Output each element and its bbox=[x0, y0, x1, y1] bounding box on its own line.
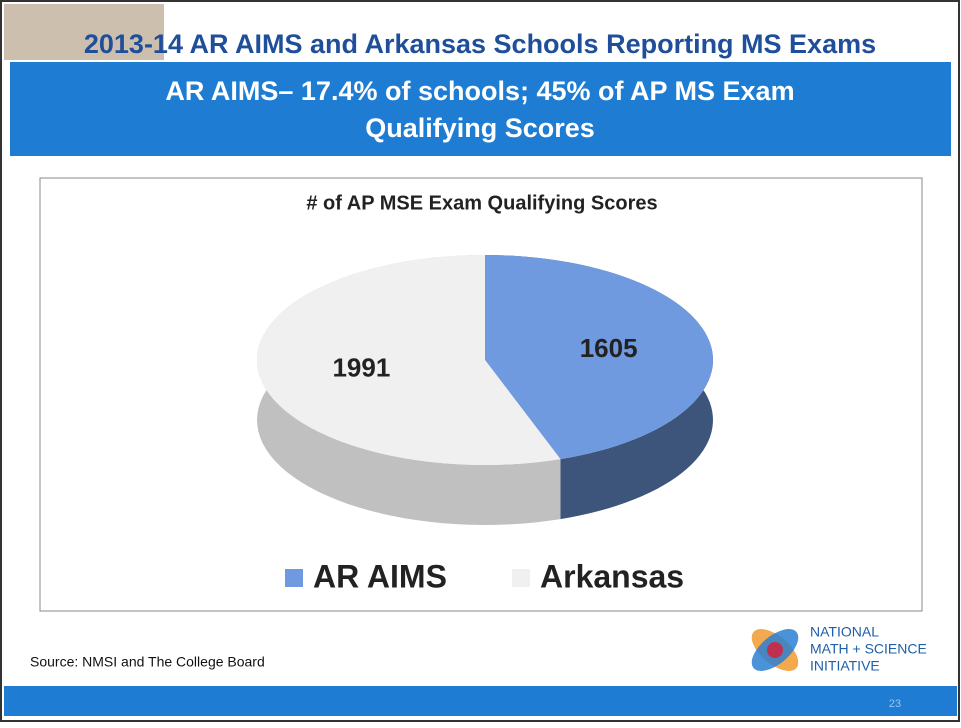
legend-swatch bbox=[512, 569, 530, 587]
chart-title: # of AP MSE Exam Qualifying Scores bbox=[306, 192, 657, 214]
data-label: 1991 bbox=[332, 353, 390, 383]
data-label: 1605 bbox=[580, 333, 638, 363]
source: Source: NMSI and The College Board bbox=[30, 654, 265, 670]
photo bbox=[4, 4, 164, 60]
logo bbox=[751, 629, 799, 671]
page-number: 23 bbox=[889, 698, 901, 710]
pie-slice bbox=[485, 255, 714, 460]
subtitle: AR AIMS– 17.4% of schools; 45% of AP MS … bbox=[165, 76, 794, 106]
pie-slice bbox=[257, 255, 561, 465]
legend-swatch bbox=[285, 569, 303, 587]
legend: AR AIMS Arkansas bbox=[285, 558, 684, 594]
logo-text: MATH + SCIENCE bbox=[810, 641, 927, 657]
legend-label: Arkansas bbox=[540, 558, 684, 594]
pie: 1605 1991 bbox=[257, 255, 714, 525]
legend-label: AR AIMS bbox=[313, 558, 447, 594]
logo-text: INITIATIVE bbox=[810, 658, 880, 674]
footer-bar bbox=[4, 686, 957, 716]
slide-title: 2013-14 AR AIMS and Arkansas Schools Rep… bbox=[84, 29, 876, 59]
logo-text: NATIONAL bbox=[810, 624, 879, 640]
subtitle-banner bbox=[10, 62, 951, 156]
subtitle: Qualifying Scores bbox=[365, 113, 595, 143]
